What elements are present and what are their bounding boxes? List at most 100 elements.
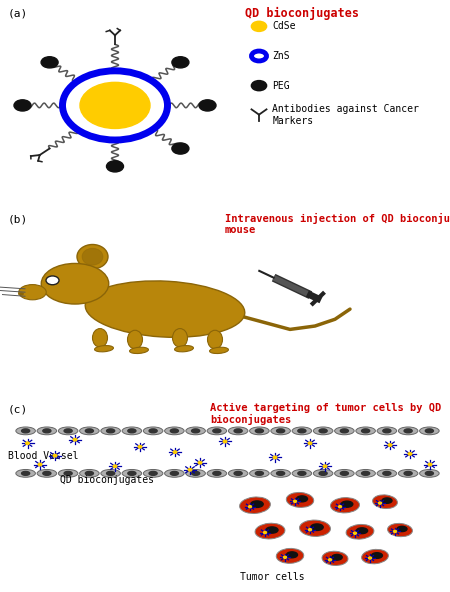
Ellipse shape xyxy=(419,469,439,477)
Ellipse shape xyxy=(85,281,245,337)
Ellipse shape xyxy=(127,330,143,349)
Ellipse shape xyxy=(311,524,323,530)
Ellipse shape xyxy=(149,471,157,475)
Text: QD bioconjugates: QD bioconjugates xyxy=(245,7,359,20)
Ellipse shape xyxy=(319,471,327,475)
Circle shape xyxy=(284,556,287,558)
Ellipse shape xyxy=(397,526,407,532)
Circle shape xyxy=(223,440,227,443)
Ellipse shape xyxy=(192,429,200,433)
Text: QD bioconjugates: QD bioconjugates xyxy=(60,475,154,485)
Ellipse shape xyxy=(77,244,108,269)
Circle shape xyxy=(26,442,29,445)
Ellipse shape xyxy=(80,427,99,435)
Ellipse shape xyxy=(335,427,354,435)
Ellipse shape xyxy=(276,548,304,564)
Ellipse shape xyxy=(292,427,312,435)
Ellipse shape xyxy=(93,329,108,347)
Ellipse shape xyxy=(37,469,57,477)
Ellipse shape xyxy=(251,501,263,507)
Circle shape xyxy=(252,51,266,61)
Ellipse shape xyxy=(335,469,354,477)
Ellipse shape xyxy=(86,471,94,475)
Ellipse shape xyxy=(277,429,285,433)
Circle shape xyxy=(378,502,382,504)
Ellipse shape xyxy=(213,471,221,475)
Ellipse shape xyxy=(377,427,396,435)
Circle shape xyxy=(14,100,31,111)
Ellipse shape xyxy=(404,471,412,475)
Ellipse shape xyxy=(128,471,136,475)
Ellipse shape xyxy=(228,469,248,477)
Circle shape xyxy=(408,453,412,455)
Circle shape xyxy=(248,506,252,508)
Ellipse shape xyxy=(250,469,269,477)
Circle shape xyxy=(308,442,312,445)
Circle shape xyxy=(198,461,202,464)
Ellipse shape xyxy=(286,493,314,507)
Ellipse shape xyxy=(122,427,142,435)
Text: (c): (c) xyxy=(8,404,28,414)
Ellipse shape xyxy=(332,555,342,560)
Ellipse shape xyxy=(107,471,115,475)
Text: Blood Vessel: Blood Vessel xyxy=(8,451,78,461)
Circle shape xyxy=(264,532,266,533)
Ellipse shape xyxy=(377,469,396,477)
Circle shape xyxy=(41,57,58,68)
Ellipse shape xyxy=(319,429,327,433)
Ellipse shape xyxy=(80,469,99,477)
Ellipse shape xyxy=(22,471,30,475)
Ellipse shape xyxy=(298,471,306,475)
Ellipse shape xyxy=(382,498,392,503)
Ellipse shape xyxy=(144,427,163,435)
Circle shape xyxy=(53,455,57,457)
Ellipse shape xyxy=(271,469,290,477)
Ellipse shape xyxy=(130,348,148,353)
Ellipse shape xyxy=(86,429,94,433)
Circle shape xyxy=(199,100,216,111)
Ellipse shape xyxy=(207,330,222,349)
Ellipse shape xyxy=(43,429,51,433)
Ellipse shape xyxy=(165,469,184,477)
Text: (a): (a) xyxy=(8,8,28,18)
Ellipse shape xyxy=(404,429,412,433)
Ellipse shape xyxy=(266,527,278,533)
Ellipse shape xyxy=(313,469,333,477)
Ellipse shape xyxy=(149,429,157,433)
Ellipse shape xyxy=(356,469,375,477)
Ellipse shape xyxy=(175,346,194,352)
Circle shape xyxy=(252,81,266,91)
Ellipse shape xyxy=(64,429,72,433)
Ellipse shape xyxy=(398,427,418,435)
Ellipse shape xyxy=(298,429,306,433)
Circle shape xyxy=(338,506,342,508)
Ellipse shape xyxy=(346,525,374,539)
Circle shape xyxy=(172,57,189,68)
Ellipse shape xyxy=(16,469,36,477)
Ellipse shape xyxy=(383,429,391,433)
Text: Tumor cells: Tumor cells xyxy=(240,572,305,582)
Ellipse shape xyxy=(207,469,227,477)
Circle shape xyxy=(369,557,372,559)
Circle shape xyxy=(107,161,123,172)
Ellipse shape xyxy=(425,429,433,433)
Ellipse shape xyxy=(58,469,78,477)
Circle shape xyxy=(388,444,392,446)
Ellipse shape xyxy=(122,469,142,477)
Ellipse shape xyxy=(300,520,330,536)
Ellipse shape xyxy=(186,427,205,435)
Circle shape xyxy=(309,529,311,531)
Ellipse shape xyxy=(18,292,24,295)
Ellipse shape xyxy=(213,429,221,433)
Ellipse shape xyxy=(101,427,121,435)
Ellipse shape xyxy=(239,497,270,513)
Circle shape xyxy=(428,463,432,466)
Ellipse shape xyxy=(64,471,72,475)
Ellipse shape xyxy=(82,248,103,265)
Circle shape xyxy=(273,456,277,459)
Text: Intravenous injection of QD bioconjugates into
mouse: Intravenous injection of QD bioconjugate… xyxy=(225,213,450,236)
Ellipse shape xyxy=(271,427,290,435)
Ellipse shape xyxy=(186,469,205,477)
Circle shape xyxy=(172,143,189,154)
Circle shape xyxy=(393,530,396,533)
